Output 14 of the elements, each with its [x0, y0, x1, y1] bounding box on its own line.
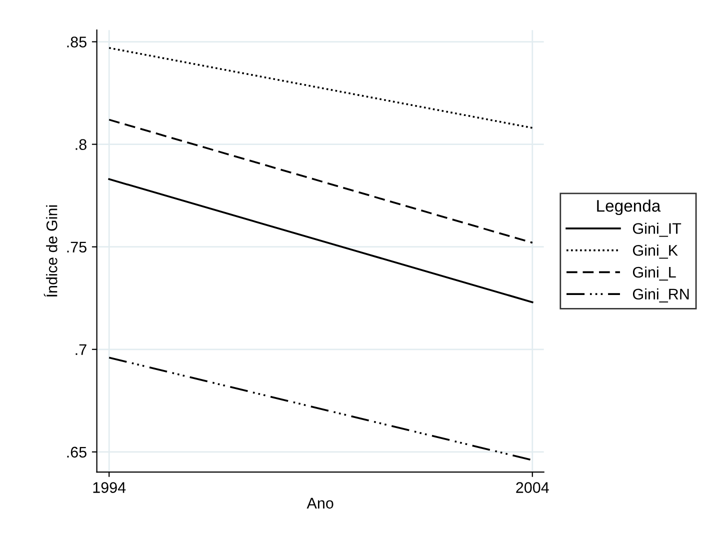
y-tick-label: .85 — [67, 36, 86, 48]
x-tick-label: 2004 — [516, 482, 549, 493]
y-tick-label: .7 — [76, 344, 86, 355]
legend-label: Gini_L — [632, 266, 676, 281]
legend-title: Legenda — [597, 200, 661, 216]
x-tick-label: 1994 — [93, 482, 126, 493]
legend-label: Gini_IT — [632, 222, 682, 237]
y-tick-label: .75 — [67, 242, 86, 253]
legend-label: Gini_K — [632, 244, 678, 259]
y-tick-label: .8 — [76, 139, 86, 150]
y-axis-title: Índice de Gini — [44, 205, 58, 297]
x-axis-title: Ano — [306, 498, 334, 509]
legend-label: Gini_RN — [632, 288, 689, 302]
y-tick-label: .65 — [67, 446, 86, 458]
